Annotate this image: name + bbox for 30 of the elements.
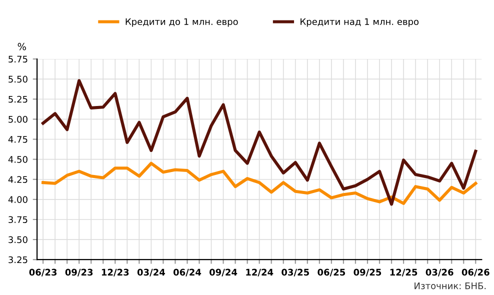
text: Източник: БНБ. bbox=[414, 282, 486, 290]
x-tick-label: 06/25 bbox=[318, 268, 346, 276]
y-tick-label: 5.50 bbox=[8, 76, 28, 83]
x-tick-label: 09/23 bbox=[65, 268, 93, 276]
x-tick-label: 09/24 bbox=[210, 268, 238, 276]
y-tick-label: 3.50 bbox=[8, 236, 28, 244]
y-tick-label: 3.25 bbox=[8, 256, 28, 264]
x-tick-label: 09/25 bbox=[354, 268, 382, 276]
y-tick-label: 4.25 bbox=[8, 176, 28, 183]
y-tick-label: 3.75 bbox=[8, 216, 28, 224]
y-tick-label: 5.75 bbox=[8, 56, 28, 63]
x-tick-label: 06/24 bbox=[173, 268, 202, 276]
x-tick-label: 12/25 bbox=[390, 268, 418, 276]
x-tick-label: 12/24 bbox=[246, 268, 274, 276]
y-tick-label: 4.50 bbox=[8, 156, 28, 163]
x-tick-label: 03/25 bbox=[282, 268, 309, 276]
y-tick-label: 4.75 bbox=[8, 136, 28, 143]
x-tick-label: 03/26 bbox=[426, 268, 454, 276]
x-tick-label: 12/23 bbox=[102, 268, 129, 276]
y-tick-label: 4.00 bbox=[8, 196, 28, 203]
y-axis-title: % bbox=[18, 42, 26, 50]
y-tick-label: 5.00 bbox=[8, 116, 28, 123]
x-tick-label: 06/23 bbox=[29, 268, 57, 276]
line-series bbox=[42, 79, 478, 206]
x-tick-label: 06/26 bbox=[462, 268, 490, 276]
line-series bbox=[42, 162, 478, 205]
x-tick-label: 03/24 bbox=[137, 268, 165, 276]
legend-label: Кредити над 1 млн. евро bbox=[300, 18, 419, 27]
legend-label: Кредити до 1 млн. евро bbox=[126, 18, 238, 27]
y-tick-label: 5.25 bbox=[8, 96, 28, 103]
